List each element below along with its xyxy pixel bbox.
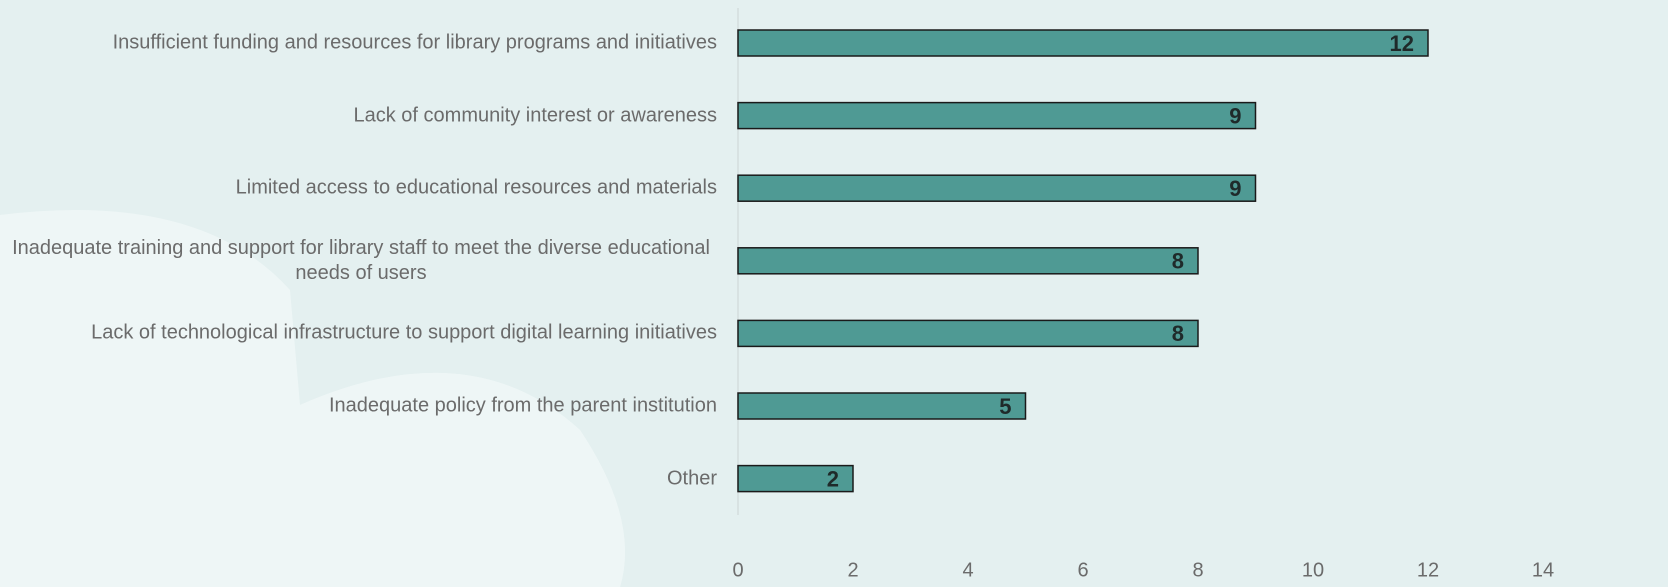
y-tick-label-box: Limited access to educational resources … [236, 176, 717, 201]
y-tick-label-box: Other [667, 466, 717, 491]
bar [737, 392, 1027, 420]
y-tick-label: Insufficient funding and resources for l… [112, 31, 717, 54]
y-tick-label-box: Inadequate training and support for libr… [5, 236, 717, 286]
bar [737, 247, 1199, 275]
data-label: 8 [1172, 321, 1184, 346]
bar [737, 319, 1199, 348]
x-tick-label: 6 [1077, 559, 1088, 581]
data-label: 12 [1390, 31, 1414, 56]
x-tick-label: 2 [847, 559, 858, 581]
y-tick-label-box: Lack of community interest or awareness [354, 103, 718, 128]
y-tick-label: Lack of technological infrastructure to … [91, 321, 717, 344]
data-label: 8 [1172, 249, 1184, 274]
bar [737, 174, 1257, 202]
y-tick-label: Other [666, 467, 717, 490]
x-tick-label: 12 [1417, 559, 1439, 581]
x-tick-label: 10 [1302, 559, 1324, 581]
y-tick-label-box: Inadequate policy from the parent instit… [329, 394, 717, 419]
y-tick-label-box: Insufficient funding and resources for l… [113, 31, 717, 56]
y-tick-label-box: Lack of technological infrastructure to … [91, 321, 717, 346]
x-tick-label: 8 [1192, 559, 1203, 581]
y-tick-label: Lack of community interest or awareness [353, 104, 718, 127]
x-tick-label: 14 [1532, 559, 1554, 581]
background-shape [0, 213, 625, 587]
data-label: 9 [1229, 176, 1241, 201]
x-tick-label: 0 [732, 559, 743, 581]
bar [737, 464, 854, 493]
data-label: 9 [1229, 103, 1241, 128]
data-label: 5 [999, 394, 1011, 419]
y-tick-label: Inadequate policy from the parent instit… [328, 394, 717, 417]
bar [737, 29, 1429, 57]
y-tick-label: Limited access to educational resources … [235, 176, 717, 199]
data-label: 2 [827, 466, 839, 491]
x-tick-label: 4 [962, 559, 973, 581]
y-tick-label: Inadequate training and support for libr… [12, 236, 710, 284]
bar [737, 101, 1257, 130]
